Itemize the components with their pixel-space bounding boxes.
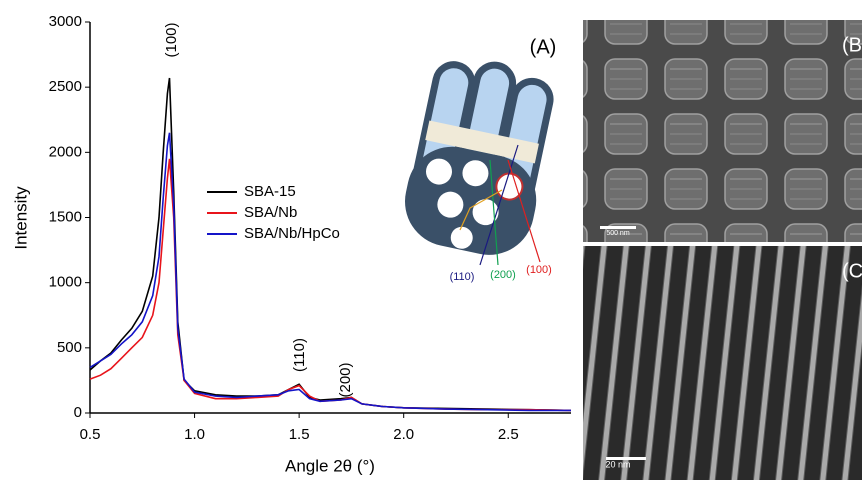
y-tick-label: 2000	[49, 143, 82, 160]
legend-label: SBA/Nb/HpCo	[244, 225, 340, 242]
y-tick-label: 500	[57, 339, 82, 356]
y-tick-label: 3000	[49, 13, 82, 30]
y-tick-label: 1500	[49, 208, 82, 225]
inset-label: (100)	[526, 264, 552, 276]
annotation: (200)	[337, 362, 354, 397]
x-tick-label: 0.5	[80, 426, 101, 443]
x-tick-label: 2.0	[393, 426, 414, 443]
inset-diagram	[397, 52, 563, 265]
y-tick-label: 0	[74, 404, 82, 421]
scale-bar-label: 20 nm	[605, 459, 630, 469]
y-tick-label: 1000	[49, 274, 82, 291]
panel-label: (A)	[530, 36, 557, 58]
scale-bar-label: 500 nm	[606, 230, 630, 237]
x-tick-label: 2.5	[498, 426, 519, 443]
annotation: (110)	[291, 338, 308, 372]
x-tick-label: 1.0	[184, 426, 205, 443]
sem-image: 500 nm (B)	[583, 20, 862, 242]
legend-label: SBA-15	[244, 183, 296, 200]
annotation: (100)	[163, 22, 180, 57]
y-axis-label: Intensity	[11, 186, 30, 250]
x-tick-label: 1.5	[289, 426, 310, 443]
inset-label: (200)	[490, 269, 516, 281]
x-axis-label: Angle 2θ (°)	[285, 456, 375, 475]
panel-label: (C)	[842, 260, 862, 282]
figure: (A) Angle 2θ (°) Intensity (100) (110) (…	[0, 0, 862, 480]
legend-label: SBA/Nb	[244, 204, 297, 221]
panel-label: (B)	[842, 34, 862, 56]
inset-label: (110)	[450, 271, 475, 283]
tem-image: 20 nm (C)	[583, 246, 862, 480]
y-tick-label: 2500	[49, 78, 82, 95]
